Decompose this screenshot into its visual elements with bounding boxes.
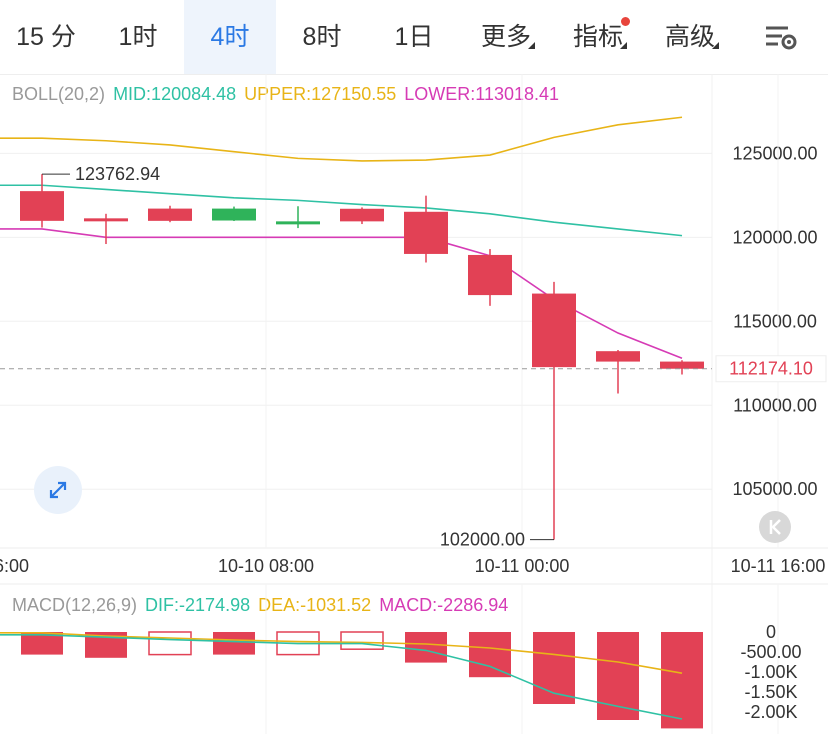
tab-1h[interactable]: 1时 [118, 23, 158, 51]
chart-settings-button[interactable] [762, 20, 800, 54]
candle-body [532, 293, 576, 368]
scroll-to-latest-button[interactable] [759, 511, 791, 543]
k-latest-icon [769, 519, 781, 535]
high-annotation-label: 123762.94 [75, 164, 160, 184]
macd-legend-dif: DIF:-2174.98 [145, 595, 251, 615]
macd-y-tick-label: 0 [766, 622, 776, 642]
boll-legend: BOLL(20,2) MID:120084.48 UPPER:127150.55 LO… [12, 84, 567, 105]
expand-chart-button[interactable] [34, 466, 82, 514]
macd-y-tick-label: -1.00K [744, 662, 797, 682]
boll-legend-mid: MID:120084.48 [113, 84, 237, 104]
macd-legend-name: MACD(12,26,9) [12, 595, 138, 615]
tab-4h[interactable]: 4时 [184, 0, 276, 74]
macd-y-tick-label: -500.00 [740, 642, 801, 662]
candle-body [468, 254, 512, 296]
macd-legend-macd: MACD:-2286.94 [379, 595, 509, 615]
candle-body [212, 208, 256, 221]
macd-bar [597, 632, 639, 720]
boll-legend-upper: UPPER:127150.55 [244, 84, 397, 104]
indicators-dropdown-icon [620, 42, 627, 49]
y-tick-label: 110000.00 [733, 395, 817, 415]
notification-dot [621, 17, 630, 26]
low-annotation-label: 102000.00 [440, 530, 525, 550]
last-price-label: 112174.10 [729, 359, 813, 379]
candle-body [660, 361, 704, 369]
macd-legend: MACD(12,26,9) DIF:-2174.98 DEA:-1031.52 MAC… [12, 595, 516, 616]
more-dropdown-icon [528, 42, 535, 49]
macd-bar [213, 632, 255, 655]
boll-legend-name: BOLL(20,2) [12, 84, 106, 104]
timeframe-tab-bar: 15 分 1时 4时 8时 1日 更多 指标 高级 [0, 0, 828, 75]
tab-1d[interactable]: 1日 [394, 23, 434, 51]
tab-advanced[interactable]: 高级 [644, 0, 736, 74]
candle-body [276, 221, 320, 225]
x-tick-label: 10-11 00:00 [475, 556, 570, 576]
y-tick-label: 120000.00 [732, 227, 817, 247]
x-tick-label: 10-10 08:00 [218, 556, 314, 576]
tab-advanced-label: 高级 [664, 23, 715, 51]
tab-15min[interactable]: 15 分 [16, 23, 76, 51]
boll-mid-line [0, 184, 683, 237]
candle-body [340, 208, 384, 222]
advanced-dropdown-icon [712, 42, 719, 49]
candle-body [404, 211, 448, 254]
x-tick-label: 10-11 16:00 [731, 556, 826, 576]
tab-indicators-label: 指标 [572, 23, 623, 51]
boll-lower-line [0, 228, 683, 359]
tab-more-label: 更多 [480, 23, 531, 51]
expand-icon [49, 481, 67, 499]
x-tick-label: 6:00 [0, 556, 29, 576]
macd-bar [469, 632, 511, 678]
y-tick-label: 115000.00 [733, 311, 817, 331]
macd-bar [405, 632, 447, 663]
boll-upper-line [0, 116, 683, 162]
dea-line [0, 631, 683, 674]
candle-body [148, 208, 192, 221]
y-tick-label: 125000.00 [732, 143, 817, 163]
tab-more[interactable]: 更多 [460, 0, 552, 74]
last-price-tag [715, 355, 827, 383]
candle-body [84, 218, 128, 222]
macd-bar [661, 632, 703, 729]
y-tick-label: 105000.00 [732, 479, 817, 499]
macd-y-tick-label: -2.00K [744, 702, 797, 722]
dif-line [0, 633, 683, 720]
macd-bar [533, 632, 575, 704]
macd-bar [340, 631, 384, 650]
macd-legend-dea: DEA:-1031.52 [258, 595, 372, 615]
settings-icon [766, 26, 797, 50]
candle-body [596, 351, 640, 362]
tab-8h[interactable]: 8时 [302, 23, 342, 51]
macd-y-tick-label: -1.50K [744, 682, 797, 702]
tab-indicators[interactable]: 指标 [552, 0, 644, 74]
boll-legend-lower: LOWER:113018.41 [404, 84, 560, 104]
candle-body [20, 191, 64, 221]
macd-bar [148, 631, 192, 656]
macd-bar [21, 632, 63, 655]
